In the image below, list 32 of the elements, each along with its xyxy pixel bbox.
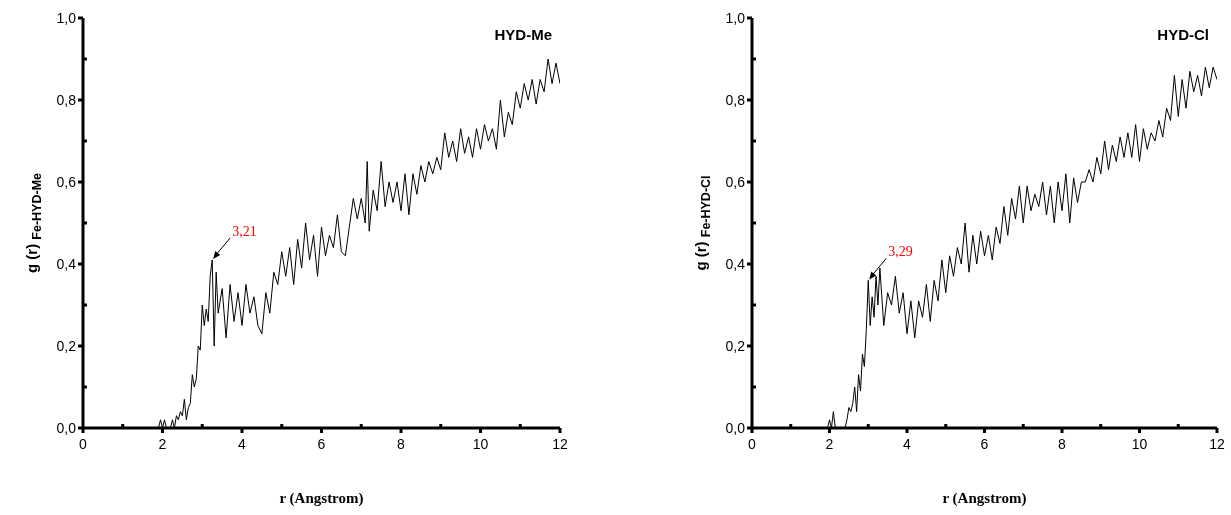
y-tick-label: 0,6	[725, 173, 746, 190]
y-tick-label: 0,2	[725, 337, 746, 354]
x-tick-label: 8	[397, 436, 406, 452]
x-tick-label: 4	[238, 436, 247, 452]
y-tick-label: 0,4	[56, 255, 77, 272]
x-tick-label: 10	[1131, 436, 1148, 452]
y-tick-label: 1,0	[56, 9, 77, 26]
y-tick-label: 0,0	[56, 419, 77, 436]
y-tick-label: 0,8	[56, 91, 77, 108]
x-tick-label: 12	[552, 436, 568, 452]
x-axis-title: r (Angstrom)	[279, 490, 364, 507]
y-tick-label: 0,2	[56, 337, 77, 354]
x-tick-label: 6	[980, 436, 989, 452]
text: HYD-Me	[494, 26, 552, 43]
y-tick-label: 0,4	[725, 255, 746, 272]
x-axis-title: r (Angstrom)	[942, 490, 1027, 507]
x-tick-label: 6	[317, 436, 326, 452]
x-tick-label: 10	[472, 436, 489, 452]
x-tick-label: 0	[79, 436, 88, 452]
x-tick-label: 12	[1209, 436, 1225, 452]
x-tick-label: 8	[1058, 436, 1067, 452]
x-tick-label: 2	[825, 436, 834, 452]
x-tick-label: 4	[903, 436, 912, 452]
y-tick-label: 1,0	[725, 9, 746, 26]
y-tick-label: 0,0	[725, 419, 746, 436]
y-tick-label: 0,6	[56, 173, 77, 190]
annotation: 3,21	[232, 223, 257, 239]
y-tick-label: 0,8	[725, 91, 746, 108]
x-tick-label: 2	[158, 436, 167, 452]
text: HYD-Cl	[1157, 26, 1209, 43]
x-tick-label: 0	[748, 436, 757, 452]
annotation: 3,29	[888, 244, 913, 260]
